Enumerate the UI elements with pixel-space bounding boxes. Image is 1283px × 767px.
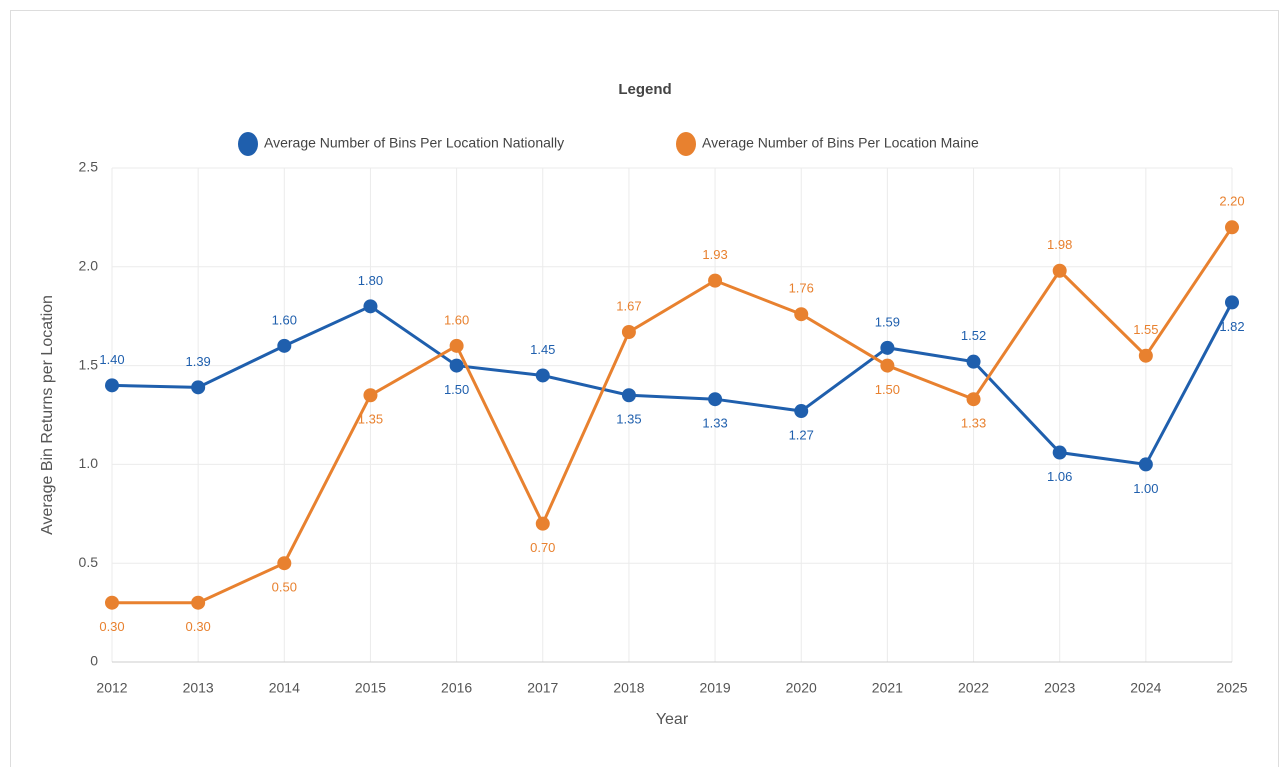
legend-label: Average Number of Bins Per Location Nati… [264, 135, 564, 151]
data-label: 1.35 [358, 412, 383, 427]
data-label: 1.55 [1133, 322, 1158, 337]
data-label: 1.50 [875, 382, 900, 397]
x-tick-label: 2013 [183, 680, 214, 696]
data-point [449, 358, 464, 373]
x-tick-label: 2020 [786, 680, 817, 696]
data-label: 1.76 [789, 281, 814, 296]
data-label: 0.30 [185, 619, 210, 634]
y-tick-label: 2.5 [79, 159, 99, 175]
data-label: 2.20 [1219, 194, 1244, 209]
data-label: 1.80 [358, 273, 383, 288]
data-label: 1.39 [185, 354, 210, 369]
data-label: 1.93 [702, 247, 727, 262]
x-tick-label: 2024 [1130, 680, 1161, 696]
data-point [880, 340, 895, 355]
data-label: 0.50 [272, 580, 297, 595]
x-tick-label: 2017 [527, 680, 558, 696]
grid [111, 167, 1233, 663]
x-tick-label: 2019 [699, 680, 730, 696]
y-tick-label: 2.0 [79, 258, 99, 274]
x-tick-label: 2021 [872, 680, 903, 696]
data-point [794, 404, 809, 419]
data-label: 1.06 [1047, 469, 1072, 484]
y-tick-label: 0 [90, 653, 98, 669]
data-point [880, 358, 895, 373]
data-label: 1.45 [530, 342, 555, 357]
series-line [111, 301, 1234, 467]
data-point [449, 338, 464, 353]
data-point [191, 380, 206, 395]
data-point [708, 392, 723, 407]
data-label: 1.60 [444, 312, 469, 327]
data-point [105, 595, 119, 610]
data-point [535, 516, 550, 531]
data-point [277, 338, 292, 353]
x-tick-label: 2023 [1044, 680, 1075, 696]
data-label: 1.40 [99, 352, 124, 367]
y-tick-label: 1.5 [79, 356, 99, 372]
y-axis-label: Average Bin Returns per Location [39, 295, 56, 535]
x-axis-label: Year [656, 711, 689, 728]
y-tick-label: 1.0 [79, 455, 99, 471]
x-tick-label: 2014 [269, 680, 300, 696]
data-point [794, 307, 809, 322]
data-label: 0.30 [99, 619, 124, 634]
data-point [277, 556, 292, 571]
data-point [535, 368, 550, 383]
legend-marker [676, 132, 696, 156]
data-point [1225, 220, 1239, 235]
card [10, 10, 1279, 767]
data-label: 1.27 [789, 427, 814, 442]
data-label: 1.67 [616, 298, 641, 313]
x-tick-label: 2022 [958, 680, 989, 696]
x-tick-label: 2025 [1216, 680, 1247, 696]
x-tick-label: 2018 [613, 680, 644, 696]
data-point [105, 378, 119, 393]
data-point [363, 388, 378, 403]
data-point [621, 388, 636, 403]
data-point [966, 354, 981, 369]
data-label: 1.33 [961, 416, 986, 431]
x-tick-label: 2015 [355, 680, 386, 696]
data-label: 1.59 [875, 314, 900, 329]
legend-title: Legend [618, 81, 671, 98]
data-label: 1.52 [961, 328, 986, 343]
data-point [1138, 348, 1153, 363]
x-tick-label: 2012 [96, 680, 127, 696]
data-point [1052, 263, 1067, 278]
data-point [1052, 445, 1067, 460]
legend-label: Average Number of Bins Per Location Main… [702, 135, 979, 151]
data-label: 1.60 [272, 312, 297, 327]
data-label: 1.00 [1133, 481, 1158, 496]
data-point [708, 273, 723, 288]
data-label: 1.98 [1047, 237, 1072, 252]
x-tick-label: 2016 [441, 680, 472, 696]
y-tick-label: 0.5 [79, 554, 99, 570]
series-line [112, 226, 1234, 605]
data-point [966, 392, 981, 407]
data-point [621, 325, 636, 340]
data-point [1138, 457, 1153, 472]
data-point [1225, 295, 1239, 310]
data-label: 1.82 [1219, 319, 1244, 334]
data-label: 1.33 [702, 416, 727, 431]
data-point [191, 595, 206, 610]
data-point [363, 299, 378, 314]
legend-marker [238, 132, 258, 156]
data-label: 1.50 [444, 382, 469, 397]
data-label: 1.35 [616, 412, 641, 427]
data-label: 0.70 [530, 540, 555, 555]
